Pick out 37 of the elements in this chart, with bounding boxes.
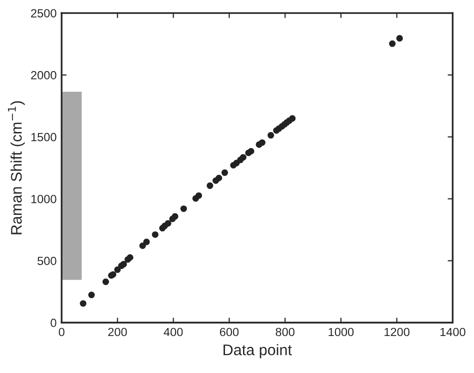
point	[258, 139, 266, 146]
point	[164, 220, 172, 227]
point	[396, 35, 403, 42]
x-tick-label: 1000	[328, 328, 354, 336]
x-tick-label: 1200	[384, 328, 410, 336]
point	[206, 182, 214, 189]
x-tick-label: 600	[220, 328, 239, 336]
point	[289, 115, 296, 122]
point	[80, 300, 86, 307]
point	[88, 292, 95, 298]
point	[143, 238, 150, 246]
y-tick-label: 2000	[31, 71, 56, 80]
point	[216, 174, 222, 182]
x-tick-label: 800	[276, 328, 294, 336]
point	[180, 205, 187, 212]
point	[240, 154, 246, 161]
point	[102, 278, 110, 286]
y-tick-label: 1500	[31, 132, 56, 142]
y-tick-label: 2500	[31, 9, 56, 18]
x-tick-label: 1400	[440, 328, 466, 336]
point	[221, 169, 228, 176]
x-tick-label: 0	[58, 328, 64, 336]
point	[139, 242, 146, 249]
y-tick-label: 500	[38, 256, 56, 266]
x-axis-title: Data point	[224, 344, 292, 358]
point	[248, 148, 254, 155]
y-tick-label: 0	[50, 318, 56, 328]
point	[389, 40, 396, 47]
y-tick-label: 1000	[31, 194, 56, 204]
x-tick-label: 400	[164, 328, 183, 336]
x-tick-label: 200	[108, 328, 127, 336]
point	[268, 132, 274, 139]
point	[114, 266, 121, 273]
point	[152, 231, 158, 238]
y-axis-title: Raman Shift (cm$^{−1}$)	[8, 101, 25, 234]
point	[196, 192, 202, 199]
point	[172, 213, 178, 220]
